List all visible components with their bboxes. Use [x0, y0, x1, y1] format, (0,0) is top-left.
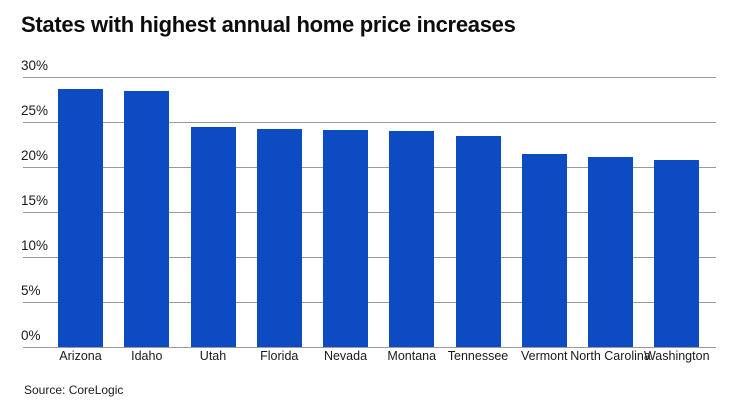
x-axis-category-label: North Carolina [570, 349, 651, 363]
bar-montana [389, 131, 435, 347]
y-axis-tick-label: 20% [21, 148, 49, 163]
y-axis-tick-label: 25% [21, 103, 49, 118]
bar-tennessee [455, 136, 501, 347]
x-axis-category-label: Tennessee [447, 349, 509, 363]
bar-nevada [323, 130, 368, 347]
x-axis-category-label: Florida [260, 349, 299, 363]
bar-idaho [124, 90, 170, 347]
gridline-15% [23, 211, 716, 213]
x-axis-category-label: Washington [643, 349, 710, 363]
x-axis-category-label: Nevada [323, 349, 368, 363]
gridline-10% [23, 256, 716, 258]
x-axis-category-label: Vermont [520, 349, 568, 363]
bar-vermont [521, 153, 567, 347]
bar-utah [190, 127, 236, 347]
y-axis-tick-label: 5% [21, 283, 41, 298]
gridline-0% [23, 346, 716, 348]
bar-washington [654, 159, 700, 347]
bar-florida [256, 129, 302, 347]
gridline-30% [23, 76, 716, 78]
gridline-25% [23, 121, 716, 123]
source-credit: Source: CoreLogic [24, 383, 124, 397]
bar-north-carolina [588, 157, 633, 347]
x-axis-category-label: Utah [199, 349, 227, 363]
y-axis-tick-label: 0% [21, 328, 41, 343]
x-axis-category-label: Arizona [59, 349, 102, 363]
plot-area: 0% 5% 10% 15% 20% 25% 30% Arizona Idaho Utah Flor… [0, 58, 740, 416]
x-axis-category-label: Montana [387, 349, 437, 363]
chart-title: States with highest annual home price in… [21, 12, 516, 37]
bar-arizona [58, 88, 103, 347]
x-axis-category-label: Idaho [131, 349, 163, 363]
y-axis-tick-label: 15% [21, 193, 49, 208]
gridline-5% [23, 301, 716, 303]
gridline-20% [23, 166, 716, 168]
y-axis-tick-label: 30% [21, 58, 49, 73]
y-axis-tick-label: 10% [21, 238, 49, 253]
